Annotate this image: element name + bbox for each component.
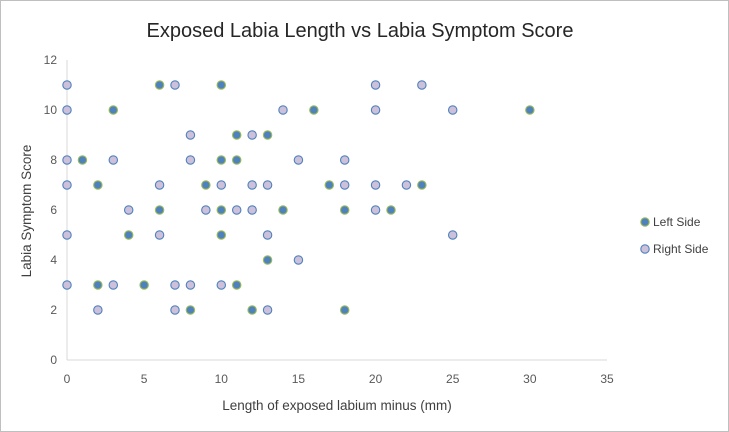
data-point <box>231 280 242 290</box>
data-point <box>262 130 273 140</box>
x-tick-label: 15 <box>292 372 306 386</box>
x-tick-label: 0 <box>64 372 71 386</box>
data-point <box>247 305 257 315</box>
data-point <box>108 155 119 165</box>
data-point <box>62 155 72 165</box>
data-point <box>339 205 350 215</box>
data-point <box>293 155 304 165</box>
data-point <box>247 130 257 140</box>
series-left-side <box>77 80 535 315</box>
data-point <box>139 280 149 290</box>
x-tick-label: 20 <box>369 372 383 386</box>
y-tick-label: 12 <box>44 53 58 67</box>
data-point <box>62 280 72 290</box>
data-point <box>123 205 134 215</box>
data-point <box>77 155 88 165</box>
data-point <box>216 180 227 190</box>
data-point <box>62 230 72 240</box>
data-point <box>231 205 242 215</box>
data-point <box>247 205 257 215</box>
data-point <box>185 305 196 315</box>
data-point <box>370 180 381 190</box>
data-point <box>262 180 273 190</box>
data-point <box>185 280 196 290</box>
y-tick-label: 2 <box>50 303 57 317</box>
series-right-side <box>62 80 458 315</box>
x-tick-label: 5 <box>141 372 148 386</box>
data-point <box>62 105 72 115</box>
data-point <box>324 180 335 190</box>
data-point <box>216 205 227 215</box>
x-tick-label: 10 <box>215 372 229 386</box>
legend-marker <box>640 217 650 227</box>
x-tick-label: 25 <box>446 372 460 386</box>
data-point <box>262 255 273 265</box>
y-tick-label: 6 <box>50 203 57 217</box>
data-point <box>370 105 381 115</box>
data-point <box>93 180 103 190</box>
data-points <box>62 80 535 315</box>
data-point <box>185 155 196 165</box>
x-axis-label: Length of exposed labium minus (mm) <box>222 398 452 413</box>
legend-marker <box>640 244 650 254</box>
data-point <box>154 230 165 240</box>
chart-title: Exposed Labia Length vs Labia Symptom Sc… <box>147 20 574 42</box>
data-point <box>201 205 211 215</box>
data-point <box>123 230 134 240</box>
data-point <box>262 230 273 240</box>
y-tick-label: 4 <box>50 253 57 267</box>
data-point <box>417 80 427 90</box>
y-axis-label: Labia Symptom Score <box>19 145 34 278</box>
data-point <box>216 155 227 165</box>
data-point <box>170 280 180 290</box>
data-point <box>262 305 273 315</box>
data-point <box>339 180 350 190</box>
data-point <box>231 155 242 165</box>
data-point <box>108 105 119 115</box>
data-point <box>370 205 381 215</box>
axes: 0 5 10 15 20 25 30 35 0 2 4 6 8 10 12 <box>44 53 614 386</box>
data-point <box>170 80 180 90</box>
data-point <box>278 105 288 115</box>
data-point <box>339 305 350 315</box>
data-point <box>309 105 319 115</box>
data-point <box>401 180 412 190</box>
x-tick-label: 30 <box>523 372 537 386</box>
data-point <box>339 155 350 165</box>
data-point <box>216 280 227 290</box>
data-point <box>216 230 227 240</box>
data-point <box>216 80 227 90</box>
data-point <box>417 180 427 190</box>
data-point <box>278 205 288 215</box>
y-tick-label: 10 <box>44 103 58 117</box>
data-point <box>108 280 119 290</box>
legend-label: Right Side <box>653 242 709 256</box>
data-point <box>62 180 72 190</box>
data-point <box>201 180 211 190</box>
legend-label: Left Side <box>653 215 701 229</box>
data-point <box>62 80 72 90</box>
data-point <box>93 305 103 315</box>
data-point <box>370 80 381 90</box>
data-point <box>93 280 103 290</box>
data-point <box>154 205 165 215</box>
data-point <box>447 230 458 240</box>
data-point <box>185 130 196 140</box>
y-tick-label: 0 <box>50 353 57 367</box>
data-point <box>247 180 257 190</box>
data-point <box>154 180 165 190</box>
data-point <box>525 105 535 115</box>
data-point <box>170 305 180 315</box>
legend: Left Side Right Side <box>640 215 709 256</box>
data-point <box>293 255 304 265</box>
data-point <box>231 130 242 140</box>
data-point <box>386 205 396 215</box>
x-tick-label: 35 <box>600 372 614 386</box>
data-point <box>447 105 458 115</box>
data-point <box>154 80 165 90</box>
y-tick-label: 8 <box>50 153 57 167</box>
